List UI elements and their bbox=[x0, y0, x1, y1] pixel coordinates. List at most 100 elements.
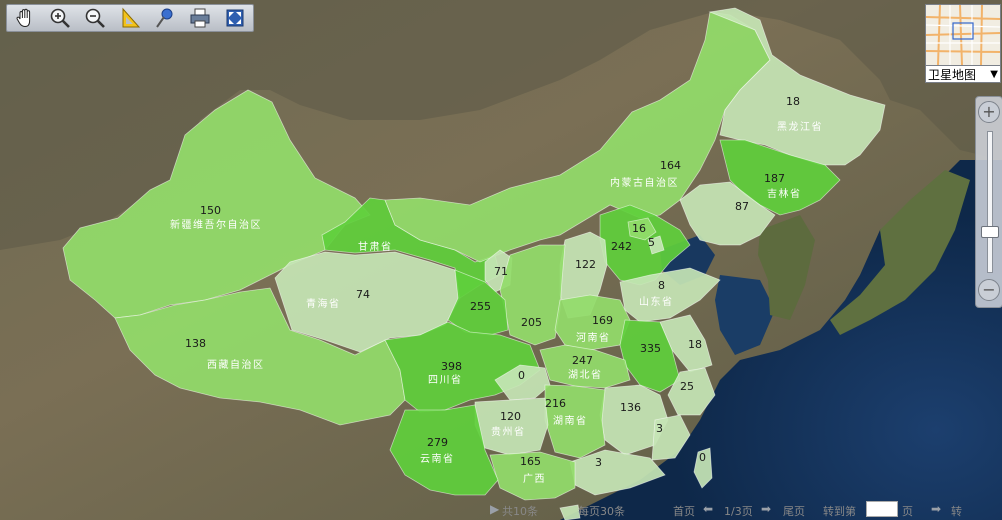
value-label-qinghai: 74 bbox=[356, 288, 370, 301]
name-label-sichuan: 四川省 bbox=[428, 373, 463, 386]
goto-page-input[interactable] bbox=[866, 501, 898, 517]
japan-islands bbox=[830, 170, 970, 335]
go-arrow-icon[interactable]: ➡ bbox=[931, 502, 942, 516]
play-arrow-icon: ▶ bbox=[490, 502, 500, 516]
name-label-qinghai: 青海省 bbox=[306, 297, 341, 310]
name-label-shandong: 山东省 bbox=[639, 295, 674, 308]
value-label-jiangxi: 136 bbox=[620, 401, 641, 414]
pin-marker-icon bbox=[155, 8, 172, 28]
hainan-island[interactable] bbox=[559, 504, 581, 520]
last-page-link[interactable]: 尾页 bbox=[783, 505, 805, 518]
value-label-shaanxi: 205 bbox=[521, 316, 542, 329]
zoom-out-icon bbox=[85, 8, 105, 28]
value-label-sichuan: 398 bbox=[441, 360, 462, 373]
overview-minimap[interactable] bbox=[925, 4, 1001, 66]
value-label-hebei: 242 bbox=[611, 240, 632, 253]
province-liaoning[interactable] bbox=[679, 181, 776, 246]
zoom-in-button[interactable]: + bbox=[978, 101, 1000, 123]
goto-label: 转到第 bbox=[823, 505, 856, 518]
zoom-out-button[interactable]: − bbox=[978, 279, 1000, 301]
measure-tool-button[interactable] bbox=[112, 5, 147, 31]
name-label-hubei: 湖北省 bbox=[568, 368, 603, 381]
total-count: 共10条 bbox=[502, 505, 538, 518]
name-label-heilongjiang: 黑龙江省 bbox=[777, 120, 823, 133]
pan-hand-icon bbox=[16, 8, 30, 28]
map-type-selected: 卫星地图 bbox=[928, 67, 977, 82]
zoom-track[interactable] bbox=[987, 131, 993, 273]
province-guangxi[interactable] bbox=[489, 451, 576, 501]
first-page-link[interactable]: 首页 bbox=[673, 505, 695, 518]
pager-bar: ▶ 共10条 每页30条 首页 ⬅ 1/3页 ➡ 尾页 转到第 页 ➡ 转 bbox=[488, 500, 1002, 520]
province-hubei[interactable] bbox=[539, 344, 631, 389]
province-beijing[interactable] bbox=[627, 217, 657, 241]
value-label-shanxi: 122 bbox=[575, 258, 596, 271]
province-anhui[interactable] bbox=[619, 319, 681, 393]
print-tool-button[interactable] bbox=[182, 5, 217, 31]
value-label-shandong: 8 bbox=[658, 279, 665, 292]
value-label-yunnan: 279 bbox=[427, 436, 448, 449]
value-label-taiwan: 0 bbox=[699, 451, 706, 464]
name-label-guangxi: 广西 bbox=[523, 473, 546, 485]
name-label-xinjiang: 新疆维吾尔自治区 bbox=[170, 218, 262, 231]
name-label-henan: 河南省 bbox=[576, 331, 611, 344]
value-label-tianjin: 5 bbox=[648, 236, 655, 249]
value-label-heilongjiang: 18 bbox=[786, 95, 800, 108]
fullscreen-tool-button[interactable] bbox=[217, 5, 252, 31]
province-tianjin[interactable] bbox=[647, 235, 665, 255]
province-zhejiang[interactable] bbox=[667, 367, 716, 416]
province-fujian[interactable] bbox=[651, 414, 691, 461]
prev-arrow-icon[interactable]: ⬅ bbox=[703, 502, 714, 516]
goto-page-suffix: 页 bbox=[902, 505, 913, 518]
pan-tool-button[interactable] bbox=[7, 5, 42, 31]
value-label-beijing: 16 bbox=[632, 222, 646, 235]
value-label-hubei: 247 bbox=[572, 354, 593, 367]
province-shandong[interactable] bbox=[619, 267, 721, 323]
value-label-anhui: 335 bbox=[640, 342, 661, 355]
print-icon bbox=[190, 8, 209, 28]
yellow-sea bbox=[715, 275, 775, 355]
russia-north bbox=[0, 0, 1002, 250]
name-label-guizhou: 贵州省 bbox=[491, 425, 526, 438]
value-label-xinjiang: 150 bbox=[200, 204, 221, 217]
map-toolbar bbox=[6, 4, 254, 32]
zoom-slider: + − bbox=[975, 96, 1002, 308]
zoom-in-tool-button[interactable] bbox=[42, 5, 77, 31]
value-label-liaoning: 87 bbox=[735, 200, 749, 213]
province-guangdong[interactable] bbox=[569, 449, 666, 496]
value-label-zhejiang: 25 bbox=[680, 380, 694, 393]
value-label-neimenggu: 164 bbox=[660, 159, 681, 172]
value-label-ningxia: 71 bbox=[494, 265, 508, 278]
value-label-jiangsu: 18 bbox=[688, 338, 702, 351]
zoom-in-icon bbox=[50, 8, 70, 28]
value-label-chongqing: 0 bbox=[518, 369, 525, 382]
name-label-gansu: 甘肃省 bbox=[358, 240, 393, 253]
province-hunan[interactable] bbox=[544, 384, 606, 459]
value-label-hunan: 216 bbox=[545, 397, 566, 410]
chevron-down-icon: ▼ bbox=[990, 68, 998, 80]
measure-ruler-icon bbox=[122, 7, 140, 28]
name-label-jilin: 吉林省 bbox=[767, 187, 802, 200]
value-label-fujian: 3 bbox=[656, 422, 663, 435]
zoom-thumb[interactable] bbox=[981, 226, 999, 238]
minimap-street-grid bbox=[926, 5, 1000, 65]
page-info: 1/3页 bbox=[724, 505, 753, 518]
per-page-count: 每页30条 bbox=[578, 505, 625, 518]
go-button[interactable]: 转 bbox=[951, 505, 962, 518]
value-label-henan: 169 bbox=[592, 314, 613, 327]
zoom-out-tool-button[interactable] bbox=[77, 5, 112, 31]
name-label-neimenggu: 内蒙古自治区 bbox=[610, 176, 679, 189]
province-yunnan[interactable] bbox=[389, 404, 499, 496]
name-label-hunan: 湖南省 bbox=[553, 414, 588, 427]
value-label-xizang: 138 bbox=[185, 337, 206, 350]
map-type-select[interactable]: 卫星地图 ▼ bbox=[925, 65, 1001, 83]
mark-tool-button[interactable] bbox=[147, 5, 182, 31]
value-label-guangdong: 3 bbox=[595, 456, 602, 469]
province-heilongjiang[interactable] bbox=[708, 7, 886, 166]
value-label-jilin: 187 bbox=[764, 172, 785, 185]
value-label-guangxi: 165 bbox=[520, 455, 541, 468]
next-arrow-icon[interactable]: ➡ bbox=[761, 502, 772, 516]
fullscreen-icon bbox=[226, 9, 243, 27]
province-taiwan[interactable] bbox=[693, 447, 713, 489]
